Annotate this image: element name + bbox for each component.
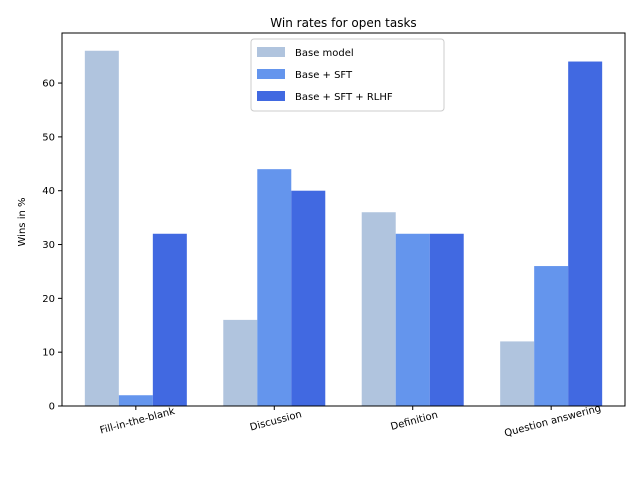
legend-label: Base + SFT [295,70,353,81]
bar [152,233,187,406]
bar [500,341,535,406]
y-tick-label: 50 [42,132,55,143]
y-tick-label: 0 [49,402,55,413]
axes-frame [61,32,626,407]
y-tick-label: 30 [42,240,55,251]
x-tick-label: Question answering [503,403,602,439]
bar [291,190,326,406]
legend-box [250,38,445,112]
bar [223,319,258,406]
legend-swatch [257,47,285,57]
bar [257,169,292,406]
y-tick-label: 10 [42,348,55,359]
chart-title: Win rates for open tasks [270,16,416,30]
bar [568,61,603,406]
plot-area: 0 10 20 30 40 50 60 Fill-in-the-blank Discussion… [42,32,626,439]
legend-swatch [257,69,285,79]
legend: Base model Base + SFT Base + SFT + RLHF [250,38,445,112]
legend-label: Base model [295,48,354,59]
y-axis-title: Wins in % [17,198,28,247]
bar [118,395,153,406]
bar [534,266,569,406]
bar [361,212,396,406]
x-tick-label: Discussion [249,409,303,433]
x-tick-label: Fill-in-the-blank [99,406,177,437]
x-tick-label: Definition [390,410,440,433]
y-tick-label: 20 [42,294,55,305]
y-tick-label: 40 [42,186,55,197]
legend-swatch [257,91,285,101]
bar [84,50,119,406]
y-tick-label: 60 [42,79,55,90]
bar [395,233,430,406]
legend-label: Base + SFT + RLHF [295,92,393,103]
bar [429,233,464,406]
